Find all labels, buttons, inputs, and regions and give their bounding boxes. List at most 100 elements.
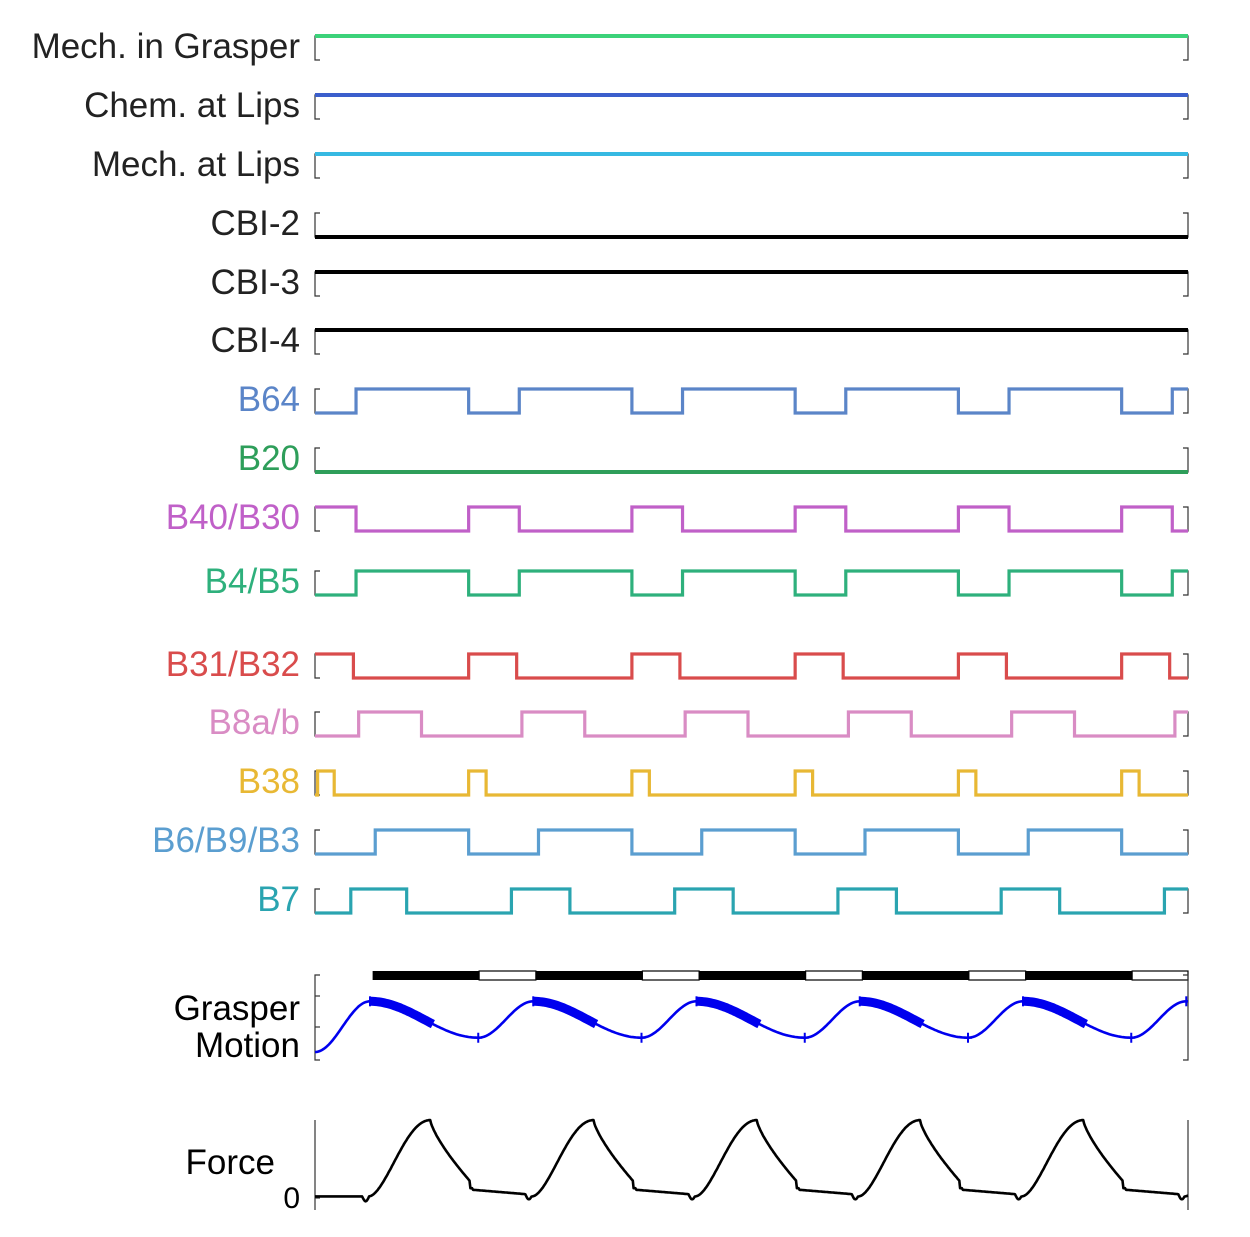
trace-b40-b30: B40/B30 [166, 498, 1189, 537]
trace-b6-b9-b3: B6/B9/B3 [152, 821, 1189, 860]
grasper-trough-marker-2 [800, 1032, 809, 1043]
trace-axis-right [1183, 212, 1189, 238]
trace-axis-right [1183, 447, 1189, 473]
grasper-axis-left [314, 974, 320, 1061]
trace-axis-right [1183, 770, 1189, 796]
grasper-thick-segment-3 [859, 996, 925, 1029]
bar-white-segment-3 [968, 970, 1027, 981]
trace-chem-at-lips: Chem. at Lips [84, 86, 1189, 125]
trace-label-b6-b9-b3: B6/B9/B3 [152, 821, 300, 860]
grasper-thick-segment-2 [696, 996, 762, 1029]
trace-axis-left [314, 447, 320, 473]
trace-axis-left [314, 329, 320, 355]
protraction-bar [372, 970, 1189, 981]
trace-axis-left [314, 271, 320, 297]
trace-axis-left [314, 570, 320, 596]
grasper-thick-segment-4 [1023, 996, 1088, 1029]
grasper-trough-marker-3 [964, 1032, 973, 1043]
trace-b4-b5: B4/B5 [205, 562, 1189, 601]
trace-axis-right [1183, 388, 1189, 414]
trace-axis-right [1183, 94, 1189, 120]
grasper-thick-segment-1 [533, 996, 599, 1029]
trace-mech-in-grasper: Mech. in Grasper [32, 27, 1189, 66]
trace-label-cbi-3: CBI-3 [211, 263, 300, 302]
trace-signal-b7 [315, 887, 1188, 915]
trace-label-b31-b32: B31/B32 [166, 645, 300, 684]
trace-axis-right [1183, 829, 1189, 855]
trace-axis-left [314, 94, 320, 120]
trace-axis-right [1183, 271, 1189, 297]
trace-axis-right [1183, 570, 1189, 596]
trace-axis-left [314, 388, 320, 414]
trace-b64: B64 [238, 380, 1189, 419]
grasper-ylabel-line2: Motion [195, 1026, 300, 1065]
trace-label-chem-at-lips: Chem. at Lips [84, 86, 300, 125]
bar-black-segment-3 [862, 971, 969, 980]
trace-signal-b40-b30 [315, 505, 1188, 533]
trace-axis-right [1183, 153, 1189, 179]
trace-signal-b64 [315, 387, 1188, 415]
bar-white-segment-1 [641, 970, 700, 981]
trace-b20: B20 [238, 439, 1189, 478]
grasper-thick-segment-0 [370, 996, 435, 1029]
grasper-trough-marker-1 [637, 1032, 646, 1043]
trace-label-b64: B64 [238, 380, 300, 419]
grasper-trough-marker-0 [474, 1032, 483, 1043]
bar-black-segment-0 [372, 971, 480, 980]
bar-white-segment-2 [805, 970, 863, 981]
trace-axis-right [1183, 35, 1189, 61]
bar-white-segment-4 [1131, 970, 1189, 981]
trace-axis-left [314, 35, 320, 61]
trace-axis-left [314, 888, 320, 914]
grasper-ylabel-line1: Grasper [174, 989, 301, 1028]
trace-label-cbi-2: CBI-2 [211, 204, 300, 243]
bar-black-segment-4 [1025, 971, 1133, 980]
trace-label-mech-at-lips: Mech. at Lips [92, 145, 300, 184]
force-ylabel: Force [186, 1143, 275, 1182]
trace-b7: B7 [257, 880, 1189, 919]
trace-label-b7: B7 [257, 880, 300, 919]
bar-black-segment-2 [699, 971, 806, 980]
trace-signal-b38 [315, 769, 1188, 797]
trace-axis-right [1183, 711, 1189, 737]
grasper-motion-panel: Grasper Motion [174, 974, 1189, 1065]
trace-signal-b6-b9-b3 [315, 828, 1188, 856]
force-ytick-label-0: 0 [283, 1182, 300, 1215]
force-panel: Force 0 [186, 1118, 1189, 1215]
trace-cbi-4: CBI-4 [211, 321, 1189, 360]
raster-panel: Mech. in Grasper Chem. at Lips Mech. at Li… [32, 27, 1189, 919]
trace-signal-b8a-b [315, 710, 1188, 738]
bar-black-segment-1 [535, 971, 643, 980]
trace-b38: B38 [238, 762, 1189, 801]
trace-axis-right [1183, 329, 1189, 355]
trace-b8a-b: B8a/b [209, 703, 1189, 742]
trace-signal-b4-b5 [315, 569, 1188, 597]
trace-axis-right [1183, 653, 1189, 679]
force-line [314, 1118, 1189, 1203]
trace-axis-left [314, 829, 320, 855]
trace-signal-b31-b32 [315, 652, 1188, 680]
trace-label-b4-b5: B4/B5 [205, 562, 300, 601]
trace-label-b40-b30: B40/B30 [166, 498, 300, 537]
trace-axis-left [314, 653, 320, 679]
trace-axis-right [1183, 888, 1189, 914]
trace-b31-b32: B31/B32 [166, 645, 1189, 684]
trace-cbi-3: CBI-3 [211, 263, 1189, 302]
trace-cbi-2: CBI-2 [211, 204, 1189, 243]
trace-mech-at-lips: Mech. at Lips [92, 145, 1189, 184]
trace-axis-right [1183, 506, 1189, 532]
trace-label-cbi-4: CBI-4 [211, 321, 300, 360]
trace-label-b38: B38 [238, 762, 300, 801]
bar-white-segment-0 [478, 970, 537, 981]
trace-axis-left [314, 153, 320, 179]
trace-label-b8a-b: B8a/b [209, 703, 300, 742]
trace-label-mech-in-grasper: Mech. in Grasper [32, 27, 301, 66]
trace-axis-left [314, 711, 320, 737]
trace-axis-left [314, 212, 320, 238]
grasper-axis-right [1183, 974, 1189, 1061]
trace-label-b20: B20 [238, 439, 300, 478]
trace-axis-left [314, 506, 320, 532]
grasper-trough-marker-4 [1127, 1032, 1136, 1043]
